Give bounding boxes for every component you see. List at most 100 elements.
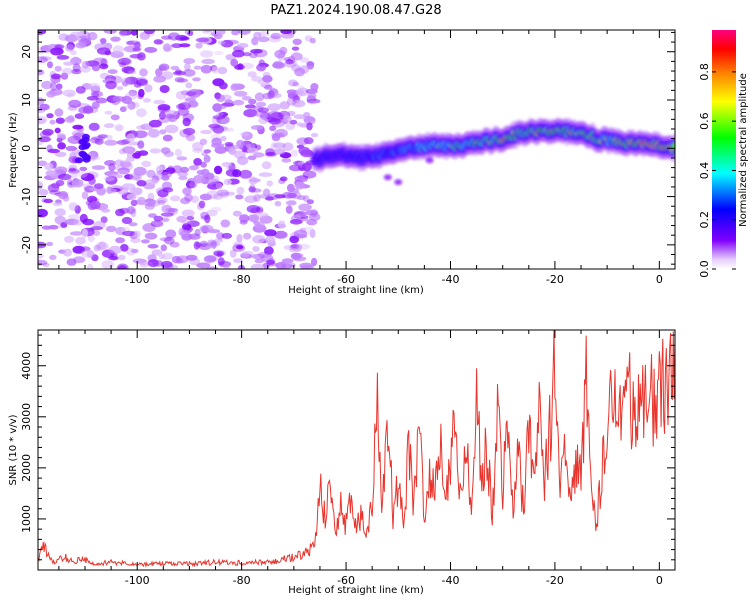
noise-blob xyxy=(231,30,240,36)
noise-blob xyxy=(93,244,101,252)
noise-blob xyxy=(266,180,273,187)
noise-blob xyxy=(233,258,243,264)
noise-blob xyxy=(254,92,265,102)
noise-blob xyxy=(298,203,312,212)
noise-blob xyxy=(40,56,52,61)
noise-blob xyxy=(78,138,87,145)
noise-blob xyxy=(294,213,308,218)
noise-blob xyxy=(254,258,264,264)
noise-blob xyxy=(147,192,155,202)
noise-blob xyxy=(159,237,172,242)
noise-blob xyxy=(228,147,237,155)
noise-blob xyxy=(258,117,269,125)
noise-blob xyxy=(267,110,282,120)
noise-blob xyxy=(302,116,316,122)
noise-blob xyxy=(142,98,151,103)
noise-blob xyxy=(58,33,70,41)
noise-blob xyxy=(126,40,135,46)
noise-blob xyxy=(245,144,256,149)
noise-blob xyxy=(266,193,281,200)
noise-blob xyxy=(290,149,298,157)
noise-blob xyxy=(129,172,141,181)
noise-blob xyxy=(81,143,90,150)
noise-blob xyxy=(217,66,228,75)
noise-blob xyxy=(125,156,135,162)
snr-x-tick-label: -60 xyxy=(337,574,355,587)
noise-blob xyxy=(126,40,141,45)
noise-blob xyxy=(54,108,64,117)
noise-blob xyxy=(121,66,135,74)
noise-blob xyxy=(224,142,234,147)
noise-blob xyxy=(308,100,316,105)
noise-blob xyxy=(65,44,75,52)
noise-blob xyxy=(247,147,259,154)
noise-blob xyxy=(86,250,95,259)
noise-blob xyxy=(118,30,128,37)
noise-blob xyxy=(169,241,180,248)
noise-blob xyxy=(49,254,57,260)
snr-x-tick-label: -20 xyxy=(546,574,564,587)
noise-blob xyxy=(54,44,65,49)
noise-blob xyxy=(41,225,53,230)
noise-blob xyxy=(60,72,69,80)
noise-blob xyxy=(200,50,214,58)
noise-blob xyxy=(288,248,302,253)
noise-blob xyxy=(72,63,81,73)
noise-blob xyxy=(144,179,156,188)
noise-blob xyxy=(96,47,111,55)
noise-blob xyxy=(115,237,125,244)
noise-blob xyxy=(38,208,48,218)
spectrogram-x-tick-label: -80 xyxy=(233,273,251,286)
noise-blob xyxy=(108,163,116,172)
noise-blob xyxy=(241,96,252,101)
noise-blob xyxy=(47,148,60,154)
noise-blob xyxy=(181,209,195,217)
noise-blob xyxy=(75,157,83,164)
noise-blob xyxy=(68,167,77,172)
noise-blob xyxy=(277,132,285,138)
noise-blob xyxy=(241,131,253,141)
noise-blob xyxy=(39,103,50,111)
noise-blob xyxy=(117,265,127,269)
noise-blob xyxy=(200,161,207,168)
noise-blob xyxy=(63,61,75,66)
noise-blob xyxy=(137,196,146,206)
noise-blob xyxy=(217,257,225,266)
noise-blob xyxy=(261,161,272,170)
noise-blob xyxy=(75,42,87,49)
noise-blob xyxy=(185,133,196,142)
spectrogram-x-tick-label: 0 xyxy=(656,273,663,286)
noise-blob xyxy=(182,233,196,240)
noise-blob xyxy=(153,75,166,83)
noise-blob xyxy=(165,229,177,239)
noise-blob xyxy=(110,36,121,42)
noise-blob xyxy=(152,260,164,267)
noise-blob xyxy=(194,228,201,236)
noise-blob xyxy=(281,258,294,264)
noise-blob xyxy=(144,232,158,240)
noise-blob xyxy=(104,110,113,115)
colorbar-tick-label: 0.8 xyxy=(698,63,711,81)
noise-blob xyxy=(175,257,184,264)
noise-blob xyxy=(221,162,232,167)
noise-blob xyxy=(176,156,188,161)
noise-blob xyxy=(225,39,239,45)
noise-blob xyxy=(119,30,133,36)
spectrogram-y-tick-label: 20 xyxy=(20,45,33,59)
noise-blob xyxy=(206,184,216,189)
noise-blob xyxy=(269,125,277,132)
noise-blob xyxy=(38,30,47,35)
noise-blob xyxy=(230,83,239,92)
noise-blob xyxy=(287,199,297,206)
noise-blob xyxy=(148,213,157,218)
noise-blob xyxy=(125,76,139,85)
noise-blob xyxy=(103,30,117,34)
noise-blob xyxy=(105,80,117,90)
noise-blob xyxy=(71,68,82,75)
snr-panel: -100 -80 -60 -40 -20 0 1000 2000 3000 4000 Heigh… xyxy=(8,329,676,596)
noise-blob xyxy=(303,137,314,145)
snr-y-tick-label: 1000 xyxy=(20,505,33,533)
noise-blob xyxy=(135,79,148,86)
noise-blob xyxy=(179,197,191,205)
noise-blob xyxy=(247,214,260,222)
